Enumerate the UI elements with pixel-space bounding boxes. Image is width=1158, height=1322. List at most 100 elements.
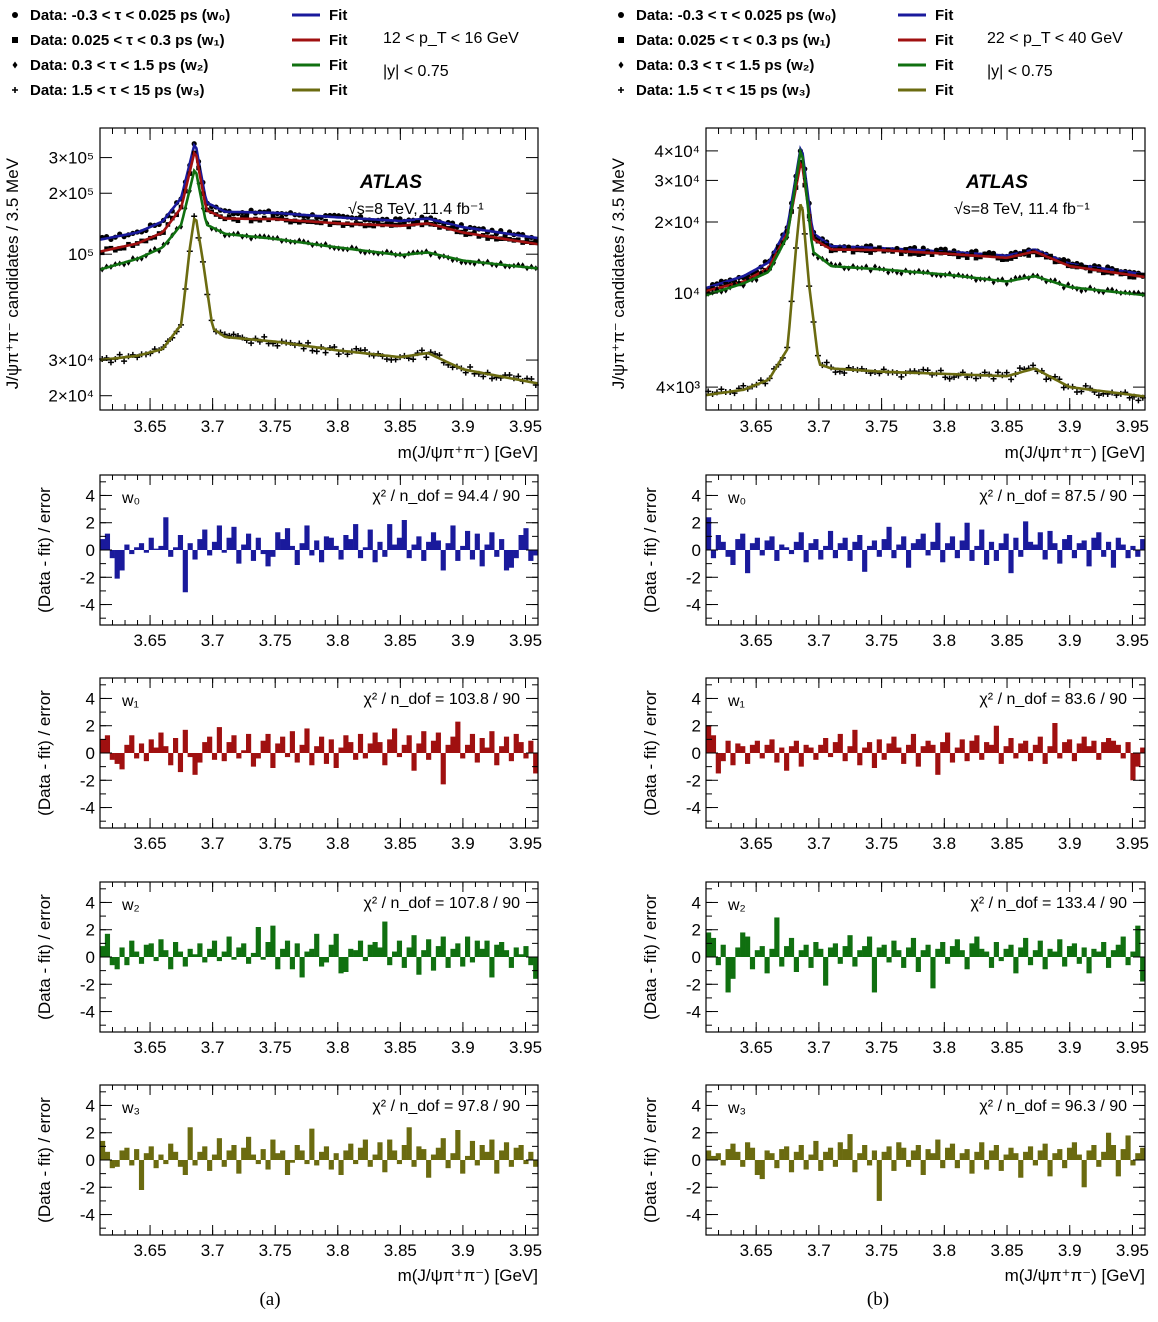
residual-bar [445, 543, 451, 550]
residual-y-tick-label: 0 [692, 541, 701, 560]
residual-bar [246, 733, 252, 753]
residual-bar [216, 525, 222, 550]
residual-bar [401, 520, 407, 550]
data-point [1079, 263, 1084, 269]
residual-bar [852, 541, 858, 550]
data-point [973, 255, 979, 261]
residual-x-tick-label: 3.8 [326, 631, 350, 650]
residual-bar [871, 540, 878, 550]
residual-bar [129, 940, 135, 957]
residual-bar [513, 550, 519, 559]
residual-bar [710, 735, 717, 753]
data-point [972, 375, 979, 382]
data-point [907, 251, 913, 257]
residual-bar [202, 529, 208, 550]
residual-bar [143, 753, 149, 762]
residual-bar [124, 1147, 130, 1160]
data-point [1008, 376, 1015, 383]
residual-bar [1081, 947, 1087, 957]
residual-y-tick-label: 4 [692, 689, 701, 708]
residual-bar [411, 1160, 417, 1167]
residual-x-tick-label: 3.7 [201, 834, 225, 853]
residual-bar [1013, 1153, 1019, 1160]
residual-bar [158, 545, 164, 550]
data-point [248, 340, 255, 347]
data-point [1087, 268, 1093, 274]
data-point [257, 218, 263, 223]
residual-bar [343, 535, 349, 550]
residual-y-tick-label: 0 [86, 948, 95, 967]
kinematics-pt-a: 12 < p_T < 16 GeV [383, 30, 519, 47]
residual-bar [969, 943, 975, 957]
data-point [1048, 253, 1053, 259]
residual-bar [759, 550, 765, 556]
legend-marker-square [12, 37, 18, 43]
residual-bar [788, 550, 795, 555]
residual-bar [1057, 939, 1063, 957]
residual-bar [1047, 948, 1053, 957]
residual-bar [1135, 1153, 1141, 1160]
residual-bar [430, 1154, 437, 1160]
residual-bar [158, 1154, 164, 1160]
residual-bar [304, 525, 310, 550]
residual-panel-w₂: 4 2 0 -2 -4 3.65 3.7 3.75 3.8 3.85 3.9 3.95 w₂ χ² / n… [641, 881, 1149, 1057]
residual-bar [348, 539, 354, 550]
residual-y-tick-label: -4 [80, 799, 95, 818]
data-point [850, 249, 856, 255]
residual-bar [1023, 937, 1029, 957]
residual-bar [280, 948, 286, 957]
residual-x-tick-label: 3.85 [384, 1038, 417, 1057]
residual-bar [1008, 738, 1014, 753]
residual-bar [730, 550, 736, 565]
residual-bar [710, 937, 717, 957]
residual-bar [260, 1149, 266, 1160]
residual-bar [798, 950, 804, 957]
residual-x-tick-label: 3.8 [326, 1241, 350, 1260]
chi2-label: χ² / n_dof = 97.8 / 90 [372, 1098, 520, 1115]
residual-x-tick-label: 3.7 [807, 631, 831, 650]
residual-bar [1076, 743, 1082, 753]
data-point [383, 356, 390, 363]
residual-y-axis-title: (Data - fit) / error [641, 487, 660, 613]
residual-bar [1105, 1132, 1112, 1160]
residual-bar [294, 753, 300, 763]
residual-bar [392, 544, 398, 550]
residual-bar [304, 951, 310, 957]
data-point [1021, 249, 1027, 254]
residual-bar [207, 550, 213, 556]
residual-bar [221, 753, 227, 762]
residual-bar [226, 742, 232, 753]
residual-bar [886, 526, 892, 550]
residual-bar [998, 753, 1004, 764]
residual-bar [964, 753, 970, 762]
residual-bar [197, 539, 203, 550]
residual-bar [406, 550, 412, 559]
residual-bar [1062, 742, 1068, 753]
residual-bar [925, 740, 931, 753]
residual-bar [513, 1147, 519, 1160]
residual-x-tick-label: 3.65 [740, 1038, 773, 1057]
legend-fit-label: Fit [329, 82, 347, 99]
residual-bar [129, 550, 135, 555]
data-point [121, 358, 128, 365]
residual-bar [513, 733, 519, 753]
residual-bar [1115, 537, 1121, 550]
residual-bar [323, 753, 330, 764]
residual-bar [1086, 550, 1092, 567]
residual-bar [959, 1153, 965, 1160]
data-point [261, 333, 268, 340]
residual-x-tick-label: 3.95 [1116, 1241, 1149, 1260]
residual-bar [930, 957, 936, 989]
data-point [489, 375, 496, 382]
residual-bar [148, 1146, 154, 1160]
residual-y-tick-label: 2 [692, 514, 701, 533]
residual-bar [114, 753, 120, 764]
residual-bar [1042, 753, 1048, 764]
residual-bar [1066, 535, 1073, 550]
residual-bar [774, 1160, 780, 1169]
residual-bar [915, 753, 921, 767]
residual-bar [949, 536, 956, 550]
residual-bar [163, 517, 169, 550]
residual-bar [969, 740, 975, 753]
residual-panel-w₃: 4 2 0 -2 -4 3.65 3.7 3.75 3.8 3.85 3.9 3.95 w₃ χ² / n… [641, 1084, 1149, 1285]
